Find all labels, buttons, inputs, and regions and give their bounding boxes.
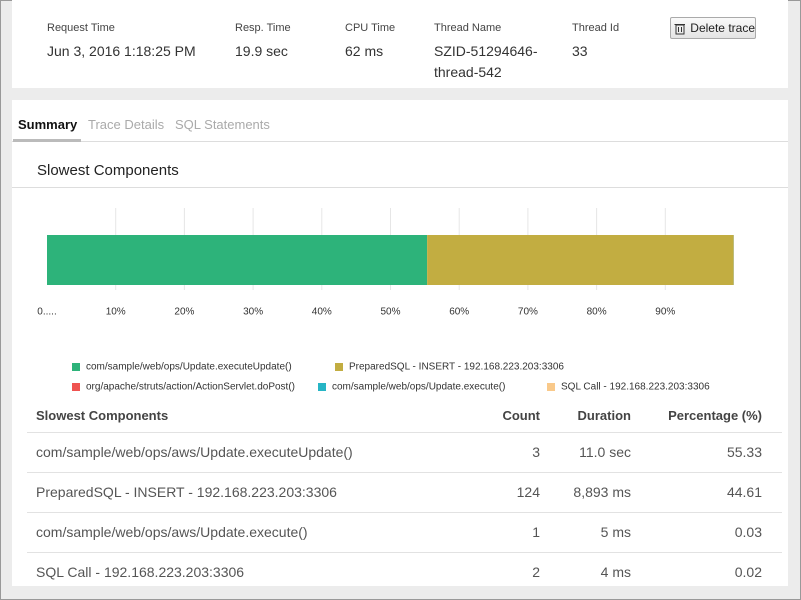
trash-icon <box>674 23 686 34</box>
legend-label: SQL Call - 192.168.223.203:3306 <box>561 382 710 393</box>
legend-swatch <box>335 363 343 371</box>
legend-swatch <box>318 383 326 391</box>
button-label: Delete trace <box>690 21 755 35</box>
table-cell: 1 <box>532 524 540 540</box>
tab-border <box>12 141 788 142</box>
x-tick-label: 30% <box>243 307 263 318</box>
table-cell: 2 <box>532 564 540 580</box>
field-label: Thread Id <box>572 22 620 34</box>
row-divider <box>27 512 782 513</box>
field-label: CPU Time <box>345 22 396 34</box>
table-cell: 4 ms <box>600 564 631 580</box>
table-cell: 11.0 sec <box>579 444 631 460</box>
table-cell: 0.02 <box>734 564 762 580</box>
x-tick-label: 40% <box>312 307 332 318</box>
field-value: 62 ms <box>345 43 384 59</box>
field-label: Resp. Time <box>235 22 291 34</box>
table-cell: com/sample/web/ops/aws/Update.execute() <box>36 524 308 540</box>
table-cell: com/sample/web/ops/aws/Update.executeUpd… <box>36 444 353 460</box>
field-value: Jun 3, 2016 1:18:25 PM <box>47 43 196 59</box>
table-cell: 55.33 <box>726 444 762 460</box>
legend-label: org/apache/struts/action/ActionServlet.d… <box>86 382 295 393</box>
row-divider <box>27 552 782 553</box>
chart: 0..... 10% 20% 30% 40% 50% 60% 70% 80% 90% com/sam… <box>37 208 734 393</box>
x-tick-label: 10% <box>106 307 126 318</box>
table-cell: SQL Call - 192.168.223.203:3306 <box>36 564 245 580</box>
table-header: Count <box>502 408 540 423</box>
x-tick-label: 60% <box>449 307 469 318</box>
field-label: Request Time <box>47 22 115 34</box>
legend-label: PreparedSQL - INSERT - 192.168.223.203:3… <box>349 362 564 373</box>
tab[interactable]: SQL Statements <box>175 117 270 132</box>
table-cell: 5 ms <box>600 524 631 540</box>
tab[interactable]: Summary <box>18 117 78 132</box>
x-tick-label: 80% <box>587 307 607 318</box>
delete-button[interactable]: Delete trace <box>670 17 756 39</box>
bar-segment <box>427 235 734 285</box>
legend-swatch <box>72 363 80 371</box>
field-value: 19.9 sec <box>235 43 288 59</box>
tab[interactable]: Trace Details <box>88 117 165 132</box>
row-divider <box>27 432 782 433</box>
field-value: SZID-51294646-thread-542 <box>434 43 538 80</box>
x-tick-label: 20% <box>174 307 194 318</box>
table-cell: 3 <box>532 444 540 460</box>
field-value: 33 <box>572 43 588 59</box>
table-cell: PreparedSQL - INSERT - 192.168.223.203:3… <box>36 484 337 500</box>
bar-segment <box>47 235 428 285</box>
table-header: Percentage (%) <box>668 408 762 423</box>
tab-underline <box>13 139 81 142</box>
x-tick-label: 50% <box>380 307 400 318</box>
separator <box>12 187 788 188</box>
table-cell: 124 <box>516 484 540 500</box>
legend-label: com/sample/web/ops/Update.execute() <box>332 382 505 393</box>
legend-swatch <box>72 383 80 391</box>
x-tick-label: 0..... <box>37 307 56 318</box>
legend-swatch <box>547 383 555 391</box>
field-label: Thread Name <box>434 22 502 34</box>
table-cell: 8,893 ms <box>573 484 631 500</box>
row-divider <box>27 472 782 473</box>
main-card <box>12 100 788 586</box>
table-cell: 44.61 <box>726 484 762 500</box>
section-title: Slowest Components <box>37 162 179 179</box>
table-header: Duration <box>577 408 631 423</box>
x-tick-label: 70% <box>518 307 538 318</box>
table-header: Slowest Components <box>36 408 169 423</box>
table-cell: 0.03 <box>734 524 762 540</box>
x-tick-label: 90% <box>655 307 675 318</box>
header-card <box>12 0 788 88</box>
legend-label: com/sample/web/ops/Update.executeUpdate(… <box>86 362 292 373</box>
